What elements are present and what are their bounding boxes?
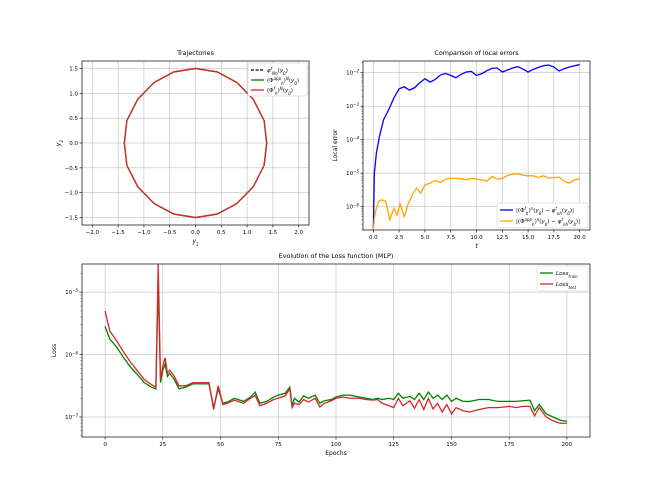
y-tick-label: 10−5 (346, 169, 359, 178)
test-loss-line (104, 263, 567, 424)
chart-title: Trajectories (176, 49, 214, 57)
x-tick-label: 25 (159, 442, 166, 448)
x-tick-label: 1.0 (243, 230, 252, 236)
x-axis-label: t (475, 243, 478, 250)
x-tick-label: 0.0 (369, 235, 378, 241)
y-tick-label: −1.5 (65, 216, 79, 222)
x-tick-label: 200 (562, 442, 573, 448)
legend-label: (Φfh)N(y0) (267, 86, 293, 96)
chart-title: Comparison of local errors (434, 49, 519, 57)
y-tick-label: −0.5 (65, 166, 79, 172)
x-tick-label: 17.5 (548, 235, 561, 241)
x-tick-label: 10.0 (470, 235, 483, 241)
legend-label: |(Φfh)n(y0) − φfnh(y0)| (516, 206, 574, 216)
x-tick-label: −2.0 (86, 230, 100, 236)
y-axis-label: Local error (332, 129, 339, 162)
x-tick-label: 20.0 (574, 235, 587, 241)
legend: φfNh(y0)(Φapph)N(y0)(Φfh)N(y0) (247, 62, 308, 97)
x-tick-label: 7.5 (446, 235, 455, 241)
x-tick-label: 15.0 (522, 235, 535, 241)
train-loss-line (104, 281, 568, 423)
y-axis-label: y2 (55, 139, 64, 147)
chart-title: Evolution of the Loss function (MLP) (279, 252, 394, 260)
legend-box (536, 265, 589, 292)
trajectories-panel: −2.0 −1.5 −1.0 −0.5 0.0 0.5 1.0 1.5 2.0 −1.5 −1.0 −… (55, 49, 310, 247)
flow-error-line (372, 64, 580, 230)
x-tick-label: −0.5 (163, 230, 177, 236)
x-tick-label: −1.0 (137, 230, 151, 236)
y-tick-label: 10−5 (65, 288, 78, 297)
x-tick-label: 2.0 (294, 230, 303, 236)
x-tick-label: 0.5 (217, 230, 226, 236)
loss-panel: 0 25 50 75 100 125 150 175 200 10−7 10−6 10−5 Evolut… (51, 252, 591, 457)
y-tick-label: 10−6 (346, 202, 359, 211)
x-tick-label: 125 (388, 442, 399, 448)
trajectories-axes-frame (81, 60, 310, 226)
x-tick-label: 2.5 (395, 235, 404, 241)
y-tick-label: 0.5 (69, 116, 78, 122)
legend-label: Losstest (556, 282, 576, 290)
x-tick-label: 150 (446, 442, 457, 448)
legend-label: (Φapph)N(y0) (267, 76, 299, 86)
x-axis-label: y1 (191, 238, 198, 247)
legend-box (496, 202, 589, 229)
y-tick-label: 10−4 (346, 135, 359, 144)
x-tick-label: 75 (275, 442, 282, 448)
x-tick-label: 12.5 (496, 235, 509, 241)
y-tick-label: −1.0 (65, 191, 79, 197)
x-tick-label: 50 (217, 442, 224, 448)
y-tick-label: 0.0 (69, 141, 78, 147)
loss-axes-frame (81, 263, 591, 438)
y-tick-label: 10−3 (346, 102, 359, 111)
legend-label: Losstrain (556, 271, 578, 279)
legend: Losstrain Losstest (536, 265, 589, 292)
legend: |(Φfh)n(y0) − φfnh(y0)||(Φapph)n(y0) − φ… (496, 202, 589, 229)
x-tick-label: 1.5 (269, 230, 278, 236)
x-axis-label: Epochs (325, 450, 347, 457)
local-errors-panel: 0.0 2.5 5.0 7.5 10.0 12.5 15.0 17.5 20.0 10−6 10−5… (332, 49, 591, 250)
legend-label: φfNh(y0) (267, 66, 288, 76)
y-axis-label: Loss (51, 344, 58, 357)
local-errors-axes-frame (362, 60, 591, 231)
y-tick-label: 1.5 (69, 66, 78, 72)
y-tick-label: 10−2 (346, 68, 359, 77)
legend-box (247, 62, 308, 97)
y-tick-label: 10−7 (65, 413, 78, 422)
x-tick-label: 175 (504, 442, 515, 448)
y-tick-label: 10−6 (65, 350, 78, 359)
orbit-flow-line (123, 67, 268, 219)
x-tick-label: 0.0 (191, 230, 200, 236)
x-tick-label: 100 (331, 442, 342, 448)
app-error-line (372, 173, 580, 230)
x-tick-label: 0 (103, 442, 107, 448)
y-tick-label: 1.0 (69, 91, 78, 97)
x-tick-label: −1.5 (111, 230, 125, 236)
legend-label: |(Φapph)n(y0) − φfnh(y0)| (516, 217, 580, 227)
x-tick-label: 5.0 (421, 235, 430, 241)
